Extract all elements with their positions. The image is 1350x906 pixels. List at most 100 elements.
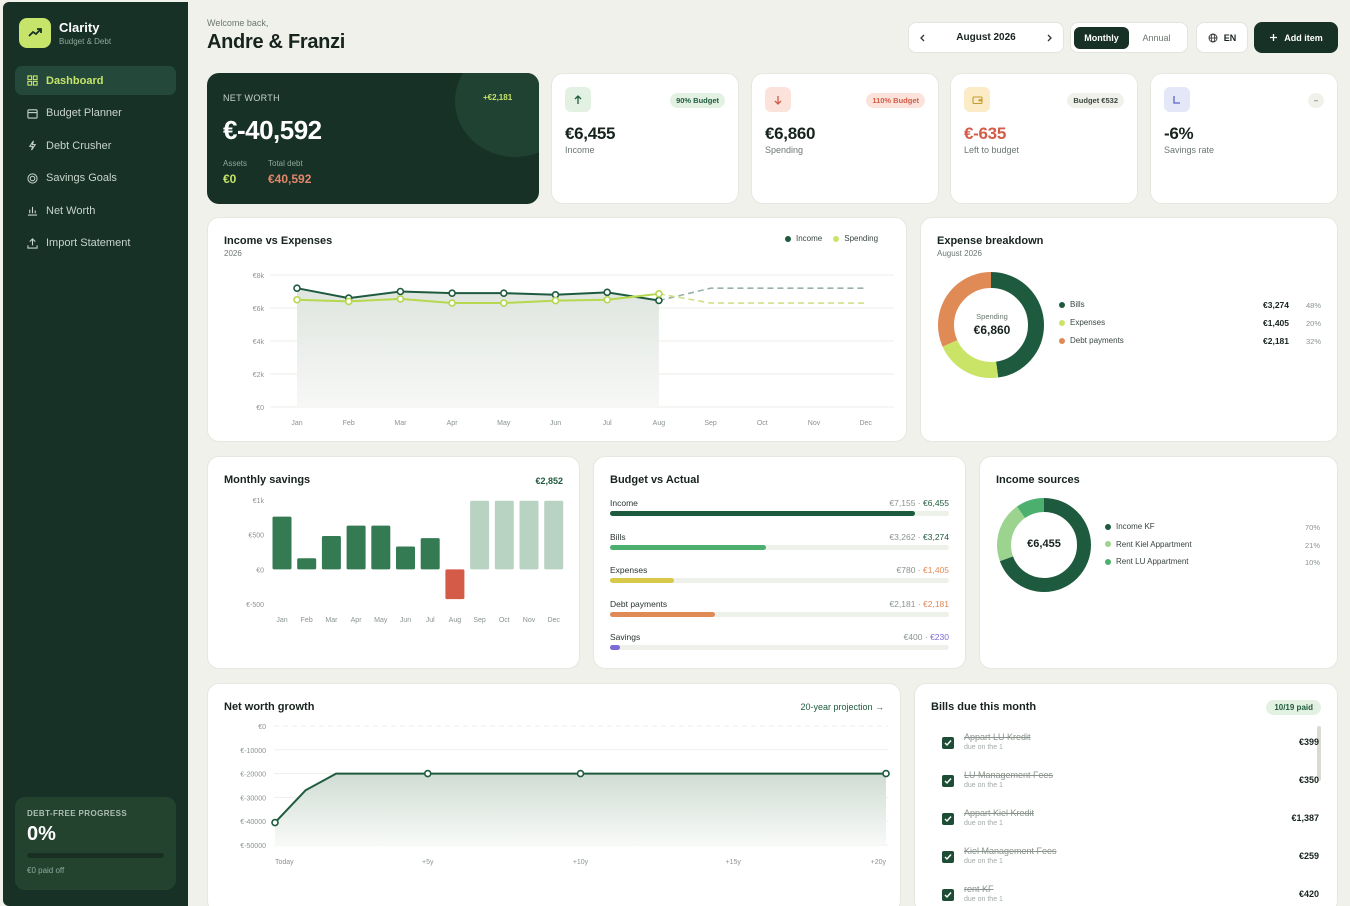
paid-checkbox[interactable] [942, 737, 954, 749]
budget-vs-actual-card: Budget vs Actual Income €7,155 · €6,455 Bi… [593, 456, 966, 669]
income-source-dot [1105, 541, 1111, 547]
sidebar-item-dashboard[interactable]: Dashboard [15, 66, 176, 95]
paid-checkbox[interactable] [942, 813, 954, 825]
income-point [396, 287, 405, 296]
bills-scrollbar[interactable] [1317, 726, 1321, 781]
budget-row: Debt payments €2,181 · €2,181 [610, 599, 949, 619]
sidebar-item-budget-planner[interactable]: Budget Planner [15, 99, 176, 128]
spending-label: Spending [765, 145, 804, 155]
left-budget-badge: Budget €532 [1067, 93, 1124, 108]
actual-value: €230 [930, 632, 949, 642]
income-source-pct: 21% [1304, 540, 1320, 550]
income-source-name: Rent LU Appartment [1116, 557, 1189, 566]
x-tick-label: Aug [449, 617, 462, 624]
expense-amount: €1,405 [1263, 318, 1289, 328]
spending-point [344, 297, 353, 306]
topbar: Welcome back, Andre & Franzi August 2026… [207, 18, 1338, 58]
donut-center-value: €6,860 [973, 323, 1011, 337]
expense-dot [1059, 319, 1065, 326]
income-sources-donut [997, 498, 1091, 592]
paid-checkbox[interactable] [942, 889, 954, 901]
bill-name: LU Management Fees [964, 770, 1054, 780]
assets-label: Assets [223, 159, 248, 168]
x-tick-label: Jun [400, 617, 411, 624]
net-worth-growth-chart: €0 €-10000 €-20000 €-30000 €-40000 €-50000 Tod… [240, 724, 890, 866]
bill-row: Appart Kiel Kredit due on the 1 €1,387 [939, 807, 1319, 837]
budget-row-values: €7,155 · €6,455 [889, 498, 949, 508]
spending-point [396, 295, 405, 303]
paid-checkbox[interactable] [942, 851, 954, 863]
x-tick-label: Mar [394, 420, 407, 427]
savings-bar [494, 500, 514, 570]
period-monthly[interactable]: Monthly [1074, 26, 1129, 49]
net-worth-point [882, 769, 890, 778]
sidebar-item-debt-crusher[interactable]: Debt Crusher [15, 131, 176, 160]
y-tick-label: €4k [253, 339, 265, 346]
decorative-circle [455, 73, 539, 157]
paid-checkbox[interactable] [942, 775, 954, 787]
sidebar-item-savings-goals[interactable]: Savings Goals [15, 164, 176, 193]
sidebar: Clarity Budget & Debt Dashboard Budget P… [3, 2, 188, 906]
expense-row: Expenses [1059, 318, 1105, 327]
spending-point [293, 295, 301, 304]
income-forecast-line [658, 287, 866, 302]
expense-pct: 20% [1305, 319, 1321, 328]
net-worth-growth-card: Net worth growth 20-year projection → €0… [207, 683, 901, 906]
budget-row: Bills €3,262 · €3,274 [610, 532, 949, 552]
monthly-savings-title: Monthly savings [224, 474, 311, 486]
bill-due: due on the 1 [964, 782, 1003, 789]
expense-breakdown-subtitle: August 2026 [937, 249, 982, 258]
income-point [293, 284, 301, 292]
period-annual[interactable]: Annual [1142, 32, 1171, 43]
bill-due: due on the 1 [964, 744, 1003, 751]
savings-bar [396, 546, 415, 570]
value-separator: · [922, 632, 931, 642]
value-separator: · [915, 498, 923, 508]
budget-value: €7,155 [889, 498, 916, 508]
income-vs-expenses-subtitle: 2026 [224, 249, 242, 258]
chevron-right-icon[interactable] [1044, 33, 1054, 43]
sidebar-item-net-worth[interactable]: Net Worth [15, 196, 176, 225]
donut-slice-debt-payments [938, 272, 1044, 378]
legend-income: Income [796, 234, 823, 243]
plus-icon [1270, 34, 1278, 41]
income-slice [997, 498, 1091, 592]
add-item-button[interactable]: Add item [1254, 22, 1338, 53]
bill-due: due on the 1 [964, 858, 1003, 865]
income-vs-expenses-title: Income vs Expenses [224, 235, 333, 247]
grid-icon [27, 75, 38, 86]
budget-row-label: Debt payments [610, 598, 668, 609]
x-tick-label: Oct [757, 420, 768, 427]
income-sources-title: Income sources [996, 474, 1080, 486]
bar-chart-icon [27, 206, 38, 216]
income-source-dot [1105, 523, 1111, 530]
bill-amount: €1,387 [1291, 813, 1319, 823]
income-source-dot [1105, 558, 1111, 565]
monthly-savings-card: Monthly savings €2,852 €1k €500 €0 €-500 Jan… [207, 456, 580, 669]
spending-budget-badge: 110% Budget [866, 93, 925, 108]
app-name: Clarity [59, 20, 100, 35]
chevron-left-icon[interactable] [918, 33, 928, 43]
x-tick-label: Jul [603, 420, 612, 427]
income-point [655, 296, 663, 305]
x-tick-label: Nov [523, 617, 536, 624]
x-tick-label: Jan [276, 617, 287, 624]
savings-bar [519, 500, 539, 570]
income-source-pct: 10% [1304, 558, 1320, 567]
savings-bar [346, 525, 366, 570]
bill-row: Appart LU Kredit due on the 1 €399 [939, 731, 1319, 761]
chart-legend: Income Spending [785, 234, 878, 243]
x-tick-label: Feb [343, 420, 355, 427]
projection-link[interactable]: 20-year projection → [800, 702, 884, 712]
wallet-icon [964, 87, 990, 112]
language-button[interactable]: EN [1196, 22, 1248, 53]
x-tick-label: Sep [473, 617, 486, 624]
globe-icon [1208, 33, 1218, 42]
monthly-savings-total: €2,852 [535, 476, 563, 486]
x-tick-label: +5y [422, 859, 434, 866]
sidebar-item-import-statement[interactable]: Import Statement [15, 229, 176, 258]
brand[interactable]: Clarity Budget & Debt [19, 18, 111, 48]
legend-dot-income [785, 235, 791, 242]
progress-fill [610, 578, 675, 583]
value-separator: · [915, 565, 923, 575]
